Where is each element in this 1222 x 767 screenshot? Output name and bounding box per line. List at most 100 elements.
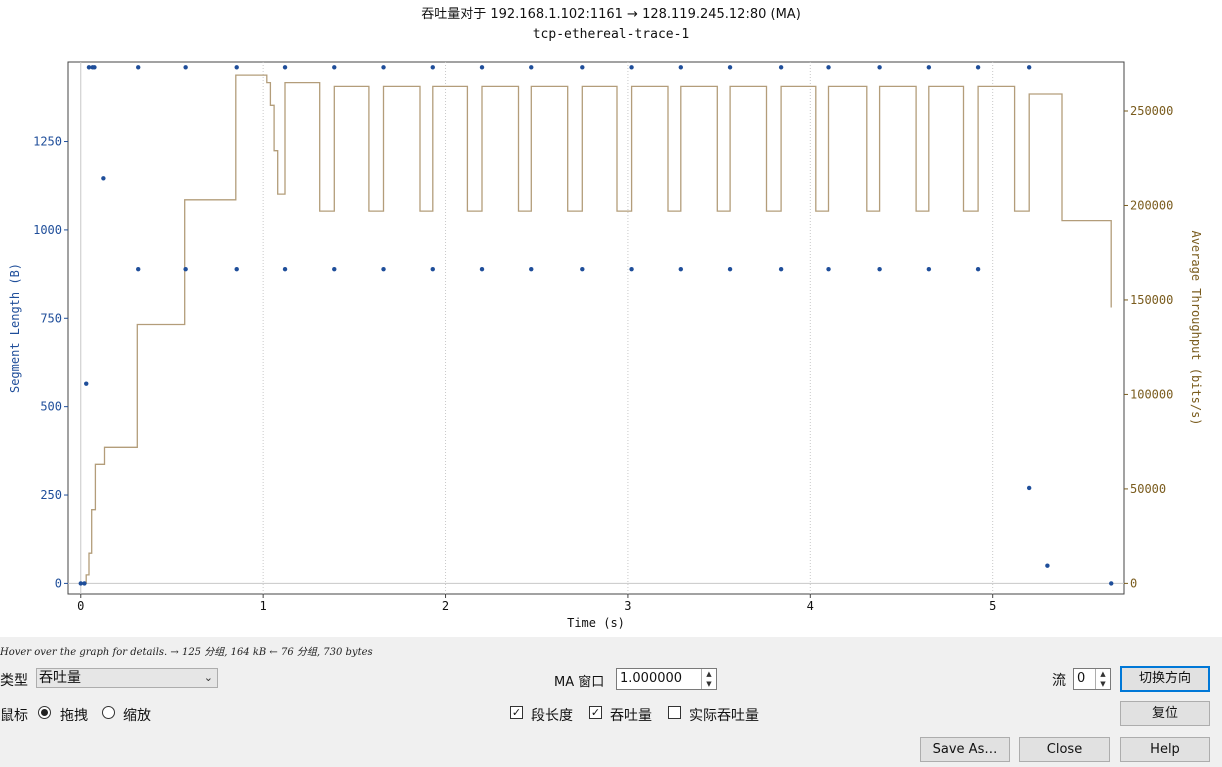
segment-point xyxy=(727,65,733,70)
zoom-label: 缩放 xyxy=(123,708,151,724)
switch-direction-button[interactable]: 切换方向 xyxy=(1120,666,1210,692)
y-left-tick-label: 1250 xyxy=(33,135,62,149)
segment-point xyxy=(282,266,288,272)
y-right-tick-label: 100000 xyxy=(1130,387,1173,401)
segment-point xyxy=(826,266,831,272)
segment-point xyxy=(580,266,585,272)
chevron-down-icon: ⌄ xyxy=(203,671,213,684)
y-left-tick-label: 750 xyxy=(40,311,62,325)
segment-point xyxy=(332,65,337,70)
segment-point xyxy=(183,65,188,70)
segment-point xyxy=(926,266,932,272)
y-right-tick-label: 50000 xyxy=(1130,482,1166,496)
y-right-tick-label: 0 xyxy=(1130,576,1137,590)
segment-point xyxy=(1045,563,1050,568)
segment-point xyxy=(92,65,97,70)
chart-subtitle: tcp-ethereal-trace-1 xyxy=(532,27,690,42)
x-tick-label: 1 xyxy=(260,599,267,613)
y-left-tick-label: 500 xyxy=(40,400,62,414)
ma-window-spinbox[interactable]: 1.000000 ▲ ▼ xyxy=(616,668,717,690)
y-right-tick-label: 150000 xyxy=(1130,293,1173,307)
segment-point xyxy=(84,381,89,386)
segment-point xyxy=(234,266,239,272)
drag-radio[interactable] xyxy=(38,706,51,719)
segment-point xyxy=(877,65,882,70)
segment-point xyxy=(101,176,106,181)
segment-point xyxy=(1109,581,1114,586)
segment-point xyxy=(727,266,733,272)
segment-point xyxy=(381,65,386,70)
segment-point xyxy=(332,266,337,272)
segment-point xyxy=(778,65,784,70)
y-right-tick-label: 250000 xyxy=(1130,104,1173,118)
help-button[interactable]: Help xyxy=(1120,737,1210,762)
ma-window-label: MA 窗口 xyxy=(554,675,605,690)
zoom-radio[interactable] xyxy=(102,706,115,719)
x-tick-label: 4 xyxy=(807,599,814,613)
segment-point xyxy=(430,65,435,70)
segment-point xyxy=(629,266,634,272)
segment-length-label: 段长度 xyxy=(531,708,573,724)
x-tick-label: 5 xyxy=(989,599,996,613)
throughput-label: 吞吐量 xyxy=(610,708,652,724)
segment-point xyxy=(678,266,684,272)
x-axis-label: Time (s) xyxy=(567,616,625,630)
spin-arrows-icon[interactable]: ▲ ▼ xyxy=(701,669,716,689)
drag-label: 拖拽 xyxy=(60,708,88,724)
reset-button[interactable]: 复位 xyxy=(1120,701,1210,726)
y-right-axis-label: Average Throughput (bits/s) xyxy=(1189,230,1203,425)
throughput-checkbox[interactable]: ✓ xyxy=(589,706,602,719)
type-label: 类型 xyxy=(0,673,28,689)
save-as-button[interactable]: Save As… xyxy=(920,737,1010,762)
segment-point xyxy=(234,65,239,70)
stream-spinbox[interactable]: 0 ▲ ▼ xyxy=(1073,668,1111,690)
segment-point xyxy=(580,65,585,70)
x-tick-label: 3 xyxy=(624,599,631,613)
segment-point xyxy=(926,65,932,70)
chart-svg: 0 1 2 3 4 5 0 250 500 750 1000 1250 0 50000 100000 1500… xyxy=(8,61,1203,630)
segment-length-checkbox[interactable]: ✓ xyxy=(510,706,523,719)
segment-point xyxy=(82,581,87,586)
segment-point xyxy=(282,65,288,70)
segment-point xyxy=(975,266,981,272)
segment-point xyxy=(479,65,485,70)
mouse-label: 鼠标 xyxy=(0,708,28,724)
goodput-checkbox[interactable] xyxy=(668,706,681,719)
segment-point xyxy=(430,266,435,272)
segment-point xyxy=(678,65,684,70)
close-button[interactable]: Close xyxy=(1019,737,1110,762)
segment-point xyxy=(136,65,141,70)
segment-point xyxy=(381,266,386,272)
segment-point xyxy=(136,266,141,272)
status-text: Hover over the graph for details. → 125 … xyxy=(0,647,373,658)
graph-canvas[interactable]: 吞吐量对于 192.168.1.102:1161 → 128.119.245.1… xyxy=(0,0,1222,637)
segment-point xyxy=(1026,65,1032,70)
type-combobox-value: 吞吐量 xyxy=(39,670,81,686)
segment-point xyxy=(778,266,784,272)
plot-frame xyxy=(67,61,1125,595)
chart-title: 吞吐量对于 192.168.1.102:1161 → 128.119.245.1… xyxy=(421,7,801,22)
segment-point xyxy=(629,65,634,70)
segment-point xyxy=(529,65,534,70)
segment-point xyxy=(78,581,83,586)
x-tick-label: 2 xyxy=(442,599,449,613)
y-left-tick-label: 250 xyxy=(40,488,62,502)
stream-value: 0 xyxy=(1077,671,1086,686)
y-left-axis-label: Segment Length (B) xyxy=(8,263,22,393)
y-left-tick-label: 0 xyxy=(55,576,62,590)
x-tick-label: 0 xyxy=(77,599,84,613)
segment-point xyxy=(86,65,92,70)
spin-arrows-icon[interactable]: ▲ ▼ xyxy=(1095,669,1110,689)
y-left-tick-label: 1000 xyxy=(33,223,62,237)
segment-point xyxy=(1026,485,1032,491)
type-combobox[interactable]: 吞吐量 ⌄ xyxy=(36,668,218,688)
segment-point xyxy=(877,266,882,272)
segment-point xyxy=(183,266,188,272)
ma-window-value: 1.000000 xyxy=(620,671,683,686)
goodput-label: 实际吞吐量 xyxy=(689,708,759,724)
segment-point xyxy=(826,65,831,70)
y-right-tick-label: 200000 xyxy=(1130,198,1173,212)
throughput-line xyxy=(80,74,1112,585)
stream-label: 流 xyxy=(1052,673,1066,689)
segment-point xyxy=(479,266,485,272)
